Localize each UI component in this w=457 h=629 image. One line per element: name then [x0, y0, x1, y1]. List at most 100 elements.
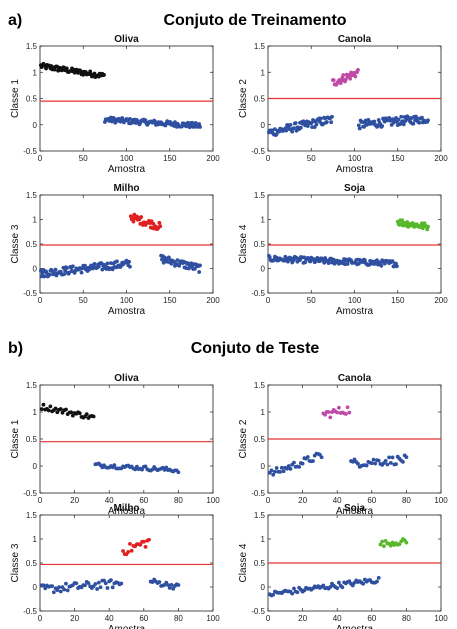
- data-point-rest: [51, 590, 56, 595]
- x-tick-label: 100: [206, 496, 220, 505]
- data-point-rest: [79, 270, 84, 275]
- data-point-rest: [62, 587, 67, 592]
- data-point-oliva: [39, 407, 44, 412]
- data-point-rest: [65, 588, 70, 593]
- data-point-rest: [292, 586, 296, 591]
- y-tick-label: 1.5: [254, 381, 266, 390]
- data-point-rest: [143, 118, 148, 123]
- y-tick-label: 0: [261, 583, 266, 592]
- data-point-rest: [361, 581, 366, 586]
- data-point-rest: [198, 125, 202, 129]
- data-point-rest: [95, 587, 99, 591]
- y-tick-label: 0.5: [254, 95, 266, 104]
- data-point-rest: [297, 464, 302, 469]
- y-tick-label: -0.5: [251, 489, 265, 498]
- y-axis-label: Classe 4: [238, 224, 249, 263]
- x-tick-label: 100: [348, 154, 362, 163]
- data-point-soja: [382, 544, 386, 549]
- y-tick-label: 1.5: [26, 42, 38, 51]
- data-point-milho: [126, 549, 131, 554]
- data-point-canola: [335, 410, 340, 415]
- data-point-rest: [93, 582, 98, 586]
- x-tick-label: 200: [206, 296, 220, 305]
- data-point-rest: [383, 458, 388, 463]
- x-tick-label: 100: [348, 296, 362, 305]
- x-tick-label: 0: [38, 154, 43, 163]
- data-point-rest: [271, 592, 276, 597]
- x-tick-label: 0: [38, 496, 43, 505]
- data-point-rest: [288, 466, 293, 471]
- data-point-oliva: [102, 72, 106, 77]
- y-tick-label: 0.5: [26, 559, 38, 568]
- data-point-rest: [74, 581, 79, 586]
- y-tick-label: 1.5: [26, 511, 38, 520]
- data-point-rest: [43, 586, 48, 591]
- data-point-rest: [337, 580, 341, 585]
- data-point-rest: [356, 123, 361, 128]
- data-point-rest: [335, 586, 340, 591]
- x-axis-label: Amostra: [336, 306, 374, 317]
- data-point-rest: [385, 462, 390, 467]
- chart-5: 0 20 40 60 80 100-0.500.511.5OlivaAmostraClas…: [10, 373, 220, 517]
- data-point-rest: [390, 455, 395, 460]
- data-point-rest: [197, 122, 202, 126]
- x-tick-label: 150: [391, 154, 405, 163]
- data-point-rest: [345, 262, 350, 266]
- data-point-rest: [380, 124, 385, 128]
- data-point-rest: [350, 583, 355, 588]
- data-point-rest: [369, 461, 374, 466]
- data-point-rest: [127, 259, 131, 264]
- x-axis-label: Amostra: [108, 506, 146, 517]
- x-tick-label: 100: [434, 496, 448, 505]
- plot-frame: [39, 384, 214, 494]
- data-point-rest: [373, 461, 378, 466]
- y-tick-label: 0.5: [26, 435, 38, 444]
- data-point-rest: [179, 124, 184, 129]
- y-tick-label: 0.5: [254, 240, 266, 249]
- x-tick-label: 0: [266, 614, 271, 623]
- x-tick-label: 20: [298, 614, 307, 623]
- data-point-rest: [356, 461, 360, 466]
- data-point-rest: [190, 120, 195, 125]
- data-point-rest: [290, 129, 295, 134]
- data-point-rest: [115, 259, 119, 264]
- data-point-canola: [353, 74, 358, 79]
- data-point-canola: [345, 405, 350, 410]
- chart-3: 0 50 100 150 200-0.500.511.5MilhoAmostraClas…: [10, 183, 220, 317]
- x-axis-label: Amostra: [108, 164, 146, 175]
- data-point-rest: [376, 575, 381, 580]
- section-b-label: b): [8, 340, 23, 357]
- y-tick-label: 0: [33, 121, 38, 130]
- data-point-oliva: [53, 406, 58, 411]
- data-point-milho: [141, 539, 146, 544]
- y-axis-label: Classe 1: [10, 79, 21, 118]
- data-point-rest: [396, 117, 401, 122]
- data-point-rest: [319, 455, 324, 460]
- data-point-rest: [70, 264, 75, 269]
- x-tick-label: 80: [402, 496, 411, 505]
- y-axis-label: Classe 3: [10, 543, 21, 582]
- data-point-canola: [356, 68, 360, 72]
- data-point-canola: [331, 78, 336, 83]
- section-b-title: Conjuto de Teste: [191, 340, 320, 357]
- y-tick-label: 0: [33, 583, 38, 592]
- data-point-rest: [105, 261, 110, 266]
- data-point-rest: [309, 121, 314, 126]
- data-point-rest: [285, 259, 290, 264]
- y-tick-label: 1: [33, 216, 38, 225]
- data-point-rest: [110, 585, 115, 590]
- charts-grid: 0 50 100 150 200-0.500.511.5OlivaAmostraClas…: [10, 34, 448, 629]
- data-point-rest: [311, 459, 315, 463]
- x-tick-label: 150: [163, 296, 177, 305]
- data-point-rest: [92, 261, 97, 266]
- y-tick-label: 0.5: [254, 559, 266, 568]
- x-tick-label: 0: [266, 154, 271, 163]
- data-point-rest: [321, 583, 326, 588]
- data-point-rest: [176, 470, 181, 475]
- data-point-rest: [96, 580, 101, 585]
- y-tick-label: -0.5: [23, 607, 37, 616]
- data-point-rest: [62, 272, 67, 277]
- plot-frame: [39, 194, 214, 294]
- data-point-milho: [158, 224, 163, 229]
- y-tick-label: 0.5: [254, 435, 266, 444]
